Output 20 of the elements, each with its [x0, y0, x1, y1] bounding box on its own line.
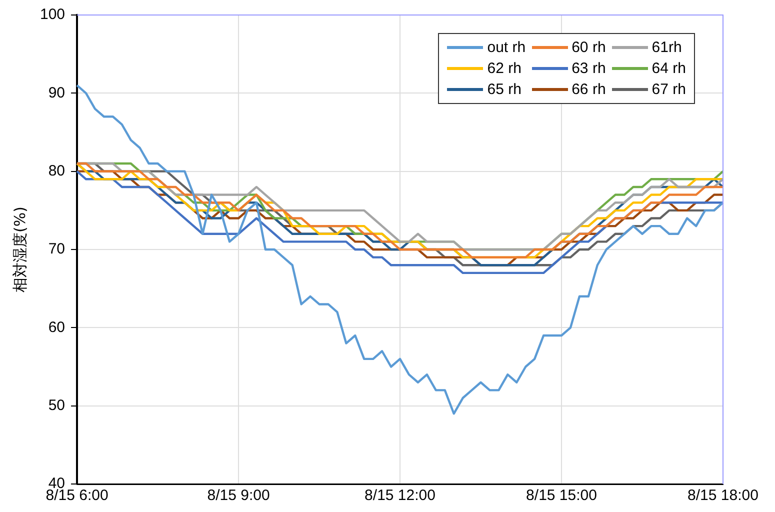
y-tick-label: 70 — [48, 240, 66, 258]
legend-label: 64 rh — [652, 60, 686, 77]
y-tick-label: 90 — [48, 84, 66, 102]
y-axis-title: 相対湿度(%) — [10, 206, 29, 292]
y-tick-label: 60 — [48, 318, 66, 336]
y-tick-label: 80 — [48, 162, 66, 180]
legend-label: 65 rh — [487, 81, 522, 98]
x-tick-label: 8/15 18:00 — [688, 487, 758, 504]
y-tick-label: 100 — [40, 6, 66, 24]
legend-label: 60 rh — [572, 39, 606, 56]
y-tick-label: 50 — [48, 396, 66, 414]
legend-label: out rh — [487, 39, 526, 56]
legend-label: 63 rh — [572, 60, 606, 77]
x-tick-label: 8/15 9:00 — [207, 487, 270, 504]
x-tick-label: 8/15 12:00 — [364, 487, 436, 504]
legend-label: 61rh — [652, 39, 682, 56]
legend-label: 66 rh — [572, 81, 606, 98]
x-tick-label: 8/15 15:00 — [526, 487, 597, 504]
legend-label: 62 rh — [487, 60, 522, 77]
legend-label: 67 rh — [652, 81, 686, 98]
